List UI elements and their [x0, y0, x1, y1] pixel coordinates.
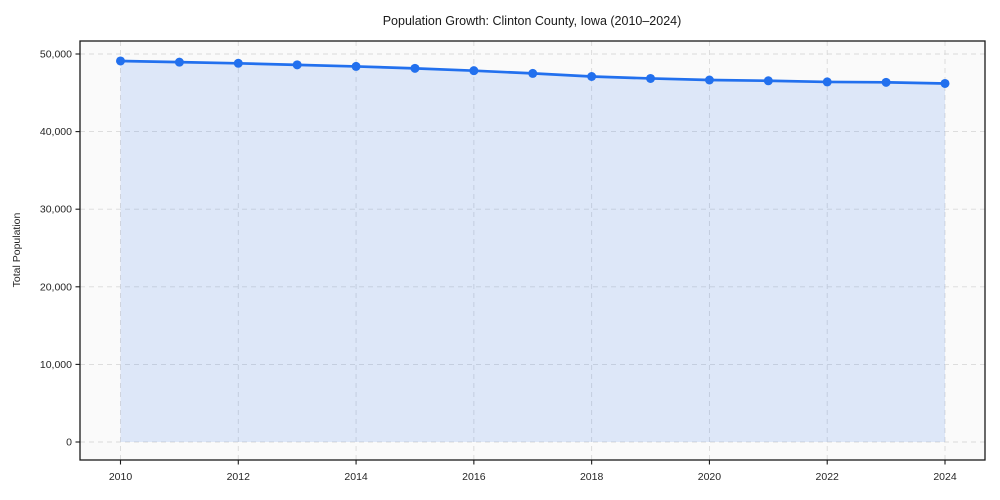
data-point-2019	[646, 73, 656, 83]
data-point-2012	[233, 58, 243, 68]
y-tick-label: 0	[66, 437, 72, 449]
y-tick-label: 10,000	[40, 359, 72, 371]
data-point-2022	[822, 77, 832, 87]
x-tick-label: 2018	[580, 471, 604, 483]
plot-area	[80, 41, 985, 460]
x-tick-label: 2024	[933, 471, 957, 483]
y-tick-label: 30,000	[40, 204, 72, 216]
x-tick-label: 2020	[698, 471, 722, 483]
data-point-2015	[410, 63, 420, 73]
y-axis-label: Total Population	[11, 212, 23, 287]
y-tick-label: 40,000	[40, 126, 72, 138]
data-point-2020	[704, 75, 714, 85]
x-tick-label: 2010	[109, 471, 133, 483]
data-point-2021	[763, 76, 773, 86]
chart-title: Population Growth: Clinton County, Iowa …	[383, 14, 682, 28]
data-point-2014	[351, 61, 361, 71]
x-tick-label: 2022	[816, 471, 840, 483]
x-tick-label: 2014	[344, 471, 368, 483]
data-point-2017	[528, 68, 538, 78]
data-point-2010	[116, 56, 125, 66]
data-point-2016	[469, 66, 479, 76]
y-tick-label: 50,000	[40, 49, 72, 61]
y-tick-label: 20,000	[40, 281, 72, 293]
data-point-2018	[587, 72, 597, 82]
data-point-2024	[940, 78, 950, 88]
data-point-2023	[881, 77, 891, 87]
x-tick-label: 2012	[227, 471, 251, 483]
x-tick-label: 2016	[462, 471, 486, 483]
data-point-2011	[174, 57, 184, 67]
data-point-2013	[292, 60, 302, 70]
chart-layers: 2010 2012 2014 2016 2018 2020 2022 2024 0 10,000 2…	[40, 40, 986, 483]
series-area	[120, 60, 945, 442]
plot-border	[79, 40, 986, 461]
